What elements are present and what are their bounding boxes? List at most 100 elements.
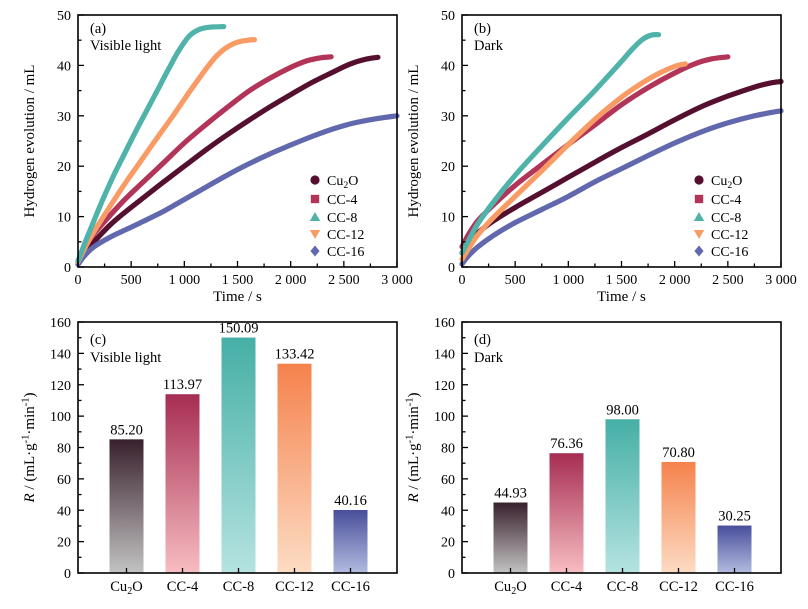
x-category-label: CC-8 <box>223 579 254 595</box>
y-tick-label: 0 <box>64 567 71 582</box>
legend: Cu2O CC-4 CC-8 CC-12 CC-16 <box>309 174 364 260</box>
x-tick-label: 2 000 <box>659 273 691 288</box>
x-category-label: CC-16 <box>715 579 754 595</box>
legend-entry-cc-8: CC-8 <box>309 211 357 226</box>
y-tick-label: 20 <box>57 160 71 175</box>
x-tick-label: 500 <box>121 273 142 288</box>
legend-marker-triangle-up <box>693 212 705 221</box>
y-tick-label: 0 <box>448 261 455 276</box>
bar-cc-4 <box>165 394 200 573</box>
legend-label: CC-12 <box>711 228 748 243</box>
series-cc-12-curve <box>459 61 688 262</box>
x-tick-label: 2 000 <box>275 273 307 288</box>
x-tick-label: 1 000 <box>169 273 201 288</box>
y-axis-label: R / (mL·g-1·min-1) <box>404 392 422 503</box>
panel-c: 85.20 113.97 150.09 133.42 40.16 0 20 40 60 80 100… <box>20 316 398 597</box>
bar-value-label: 44.93 <box>494 486 527 502</box>
x-axis-label: Time / s <box>213 289 262 305</box>
legend-marker-triangle-up <box>309 212 321 221</box>
bar-value-label: 30.25 <box>718 509 751 525</box>
x-category-label: CC-4 <box>551 579 583 595</box>
x-category-label: CC-4 <box>167 579 199 595</box>
x-tick-label: 2 500 <box>328 273 360 288</box>
condition-label: Dark <box>474 38 504 54</box>
condition-label: Dark <box>474 350 504 366</box>
legend-marker-triangle-down <box>693 230 705 239</box>
legend-label: Cu2O <box>327 174 358 191</box>
legend-marker-triangle-down <box>309 230 321 239</box>
legend-entry-cc-12: CC-12 <box>693 228 748 243</box>
y-axis-label: Hydrogen evolution / mL <box>22 65 38 218</box>
y-tick-label: 60 <box>441 473 455 488</box>
legend-entry-cc-4: CC-4 <box>310 193 357 208</box>
bar-value-label: 85.20 <box>110 422 143 438</box>
bar-value-label: 76.36 <box>550 436 583 452</box>
legend-entry-cc-8: CC-8 <box>693 211 741 226</box>
legend-entry-cu2o: Cu2O <box>694 174 742 191</box>
x-tick-label: 3 000 <box>765 273 797 288</box>
bar-value-label: 40.16 <box>334 493 367 509</box>
condition-label: Visible light <box>90 38 161 54</box>
x-category-label: CC-12 <box>659 579 698 595</box>
bar-cc-4 <box>549 453 584 573</box>
x-tick-label: 2 500 <box>712 273 744 288</box>
y-tick-label: 40 <box>441 59 455 74</box>
y-tick-label: 140 <box>50 347 71 362</box>
x-category-label: Cu2O <box>494 579 526 597</box>
bar-value-label: 133.42 <box>275 347 315 363</box>
x-category-label: CC-8 <box>607 579 638 595</box>
x-tick-label: 1 000 <box>553 273 585 288</box>
x-category-label: CC-12 <box>275 579 314 595</box>
legend-entry-cc-4: CC-4 <box>694 193 741 208</box>
panel-label: (d) <box>474 332 491 348</box>
bar-cc-8 <box>605 419 640 573</box>
legend-entry-cc-16: CC-16 <box>310 245 364 260</box>
legend-marker-circle <box>694 175 704 185</box>
legend: Cu2O CC-4 CC-8 CC-12 CC-16 <box>693 174 748 260</box>
x-tick-label: 1 500 <box>222 273 254 288</box>
series-cu2o-curve <box>75 54 381 267</box>
panel-label: (c) <box>90 332 106 348</box>
y-tick-label: 30 <box>57 110 71 125</box>
legend-entry-cc-16: CC-16 <box>694 245 748 260</box>
legend-marker-circle <box>310 175 320 185</box>
legend-label: CC-16 <box>711 245 748 260</box>
y-axis-label: R / (mL·g-1·min-1) <box>20 392 38 503</box>
y-tick-label: 60 <box>57 473 71 488</box>
series-cc-8-curve <box>459 32 662 256</box>
series-cc-12-curve <box>75 37 258 265</box>
x-tick-label: 0 <box>459 273 466 288</box>
x-tick-label: 1 500 <box>606 273 638 288</box>
legend-entry-cc-12: CC-12 <box>309 228 364 243</box>
bar-cu2o <box>493 502 528 573</box>
legend-label: CC-4 <box>327 193 357 208</box>
series-cc-16-curve <box>75 113 400 268</box>
bar-value-label: 98.00 <box>606 402 639 418</box>
y-tick-label: 40 <box>57 59 71 74</box>
y-tick-label: 50 <box>441 9 455 24</box>
y-tick-label: 140 <box>434 347 455 362</box>
bar-cc-12 <box>277 363 312 573</box>
series-cc-4-curve <box>75 54 334 264</box>
y-tick-label: 0 <box>64 261 71 276</box>
x-category-label: Cu2O <box>110 579 142 597</box>
panel-b: 0 500 1 000 1 500 2 000 2 500 3 000 0 10 20 30 40 50… <box>406 9 797 305</box>
x-axis-label: Time / s <box>597 289 646 305</box>
y-tick-label: 0 <box>448 567 455 582</box>
y-tick-label: 80 <box>441 442 455 457</box>
bar-value-label: 150.09 <box>219 321 259 337</box>
bar-value-label: 70.80 <box>662 445 695 461</box>
y-tick-label: 40 <box>441 504 455 519</box>
legend-label: CC-16 <box>327 245 364 260</box>
bar-value-label: 113.97 <box>163 377 202 393</box>
bar-cc-16 <box>333 509 368 573</box>
legend-marker-diamond <box>694 245 704 257</box>
y-tick-label: 80 <box>57 442 71 457</box>
y-tick-label: 160 <box>434 316 455 331</box>
y-tick-label: 100 <box>434 410 455 425</box>
bar-cu2o <box>109 439 144 573</box>
y-tick-label: 20 <box>57 536 71 551</box>
y-tick-label: 20 <box>441 160 455 175</box>
bar-cc-12 <box>661 461 696 573</box>
